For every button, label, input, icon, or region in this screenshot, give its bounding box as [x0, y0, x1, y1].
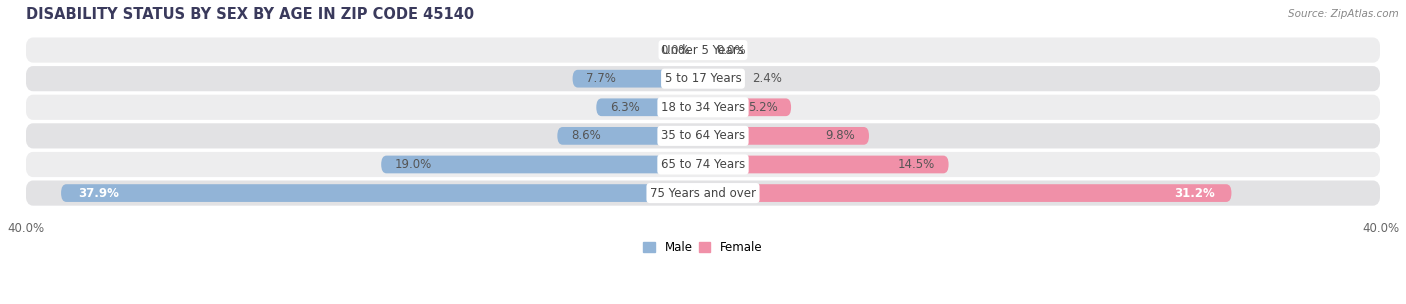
Text: 9.8%: 9.8%	[825, 130, 855, 142]
Text: 19.0%: 19.0%	[395, 158, 432, 171]
Text: 6.3%: 6.3%	[610, 101, 640, 114]
Text: 0.0%: 0.0%	[659, 43, 689, 57]
FancyBboxPatch shape	[25, 66, 1381, 91]
FancyBboxPatch shape	[703, 156, 949, 173]
Text: 75 Years and over: 75 Years and over	[650, 187, 756, 199]
FancyBboxPatch shape	[703, 127, 869, 145]
Text: 14.5%: 14.5%	[898, 158, 935, 171]
FancyBboxPatch shape	[381, 156, 703, 173]
FancyBboxPatch shape	[25, 181, 1381, 206]
FancyBboxPatch shape	[557, 127, 703, 145]
Text: 37.9%: 37.9%	[77, 187, 120, 199]
FancyBboxPatch shape	[703, 70, 744, 88]
Text: DISABILITY STATUS BY SEX BY AGE IN ZIP CODE 45140: DISABILITY STATUS BY SEX BY AGE IN ZIP C…	[25, 7, 474, 22]
Text: 35 to 64 Years: 35 to 64 Years	[661, 130, 745, 142]
FancyBboxPatch shape	[572, 70, 703, 88]
FancyBboxPatch shape	[596, 98, 703, 116]
FancyBboxPatch shape	[703, 184, 1232, 202]
FancyBboxPatch shape	[25, 152, 1381, 177]
Text: 65 to 74 Years: 65 to 74 Years	[661, 158, 745, 171]
Text: 5 to 17 Years: 5 to 17 Years	[665, 72, 741, 85]
FancyBboxPatch shape	[703, 98, 792, 116]
Text: 31.2%: 31.2%	[1174, 187, 1215, 199]
FancyBboxPatch shape	[25, 95, 1381, 120]
FancyBboxPatch shape	[25, 123, 1381, 148]
Text: 2.4%: 2.4%	[752, 72, 782, 85]
Text: 5.2%: 5.2%	[748, 101, 778, 114]
Text: 7.7%: 7.7%	[586, 72, 616, 85]
Legend: Male, Female: Male, Female	[638, 236, 768, 258]
Text: Source: ZipAtlas.com: Source: ZipAtlas.com	[1288, 9, 1399, 19]
Text: 18 to 34 Years: 18 to 34 Years	[661, 101, 745, 114]
FancyBboxPatch shape	[60, 184, 703, 202]
FancyBboxPatch shape	[25, 37, 1381, 63]
Text: 8.6%: 8.6%	[571, 130, 600, 142]
Text: 0.0%: 0.0%	[717, 43, 747, 57]
Text: Under 5 Years: Under 5 Years	[662, 43, 744, 57]
